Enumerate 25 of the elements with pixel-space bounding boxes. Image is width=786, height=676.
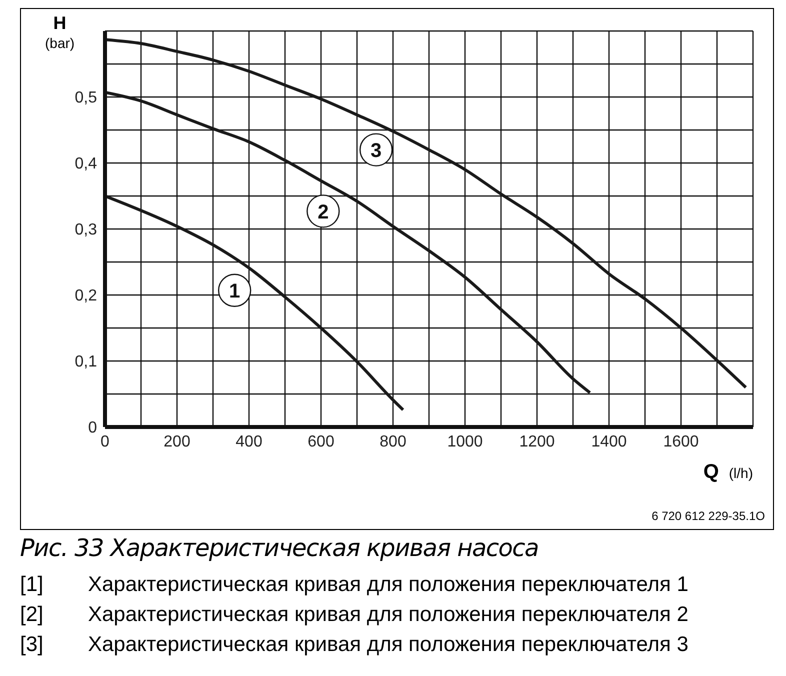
x-tick-label: 800	[380, 433, 406, 450]
y-tick-label: 0	[88, 420, 98, 437]
x-tick-label: 200	[164, 433, 190, 450]
x-tick-label: 1000	[447, 433, 483, 450]
y-tick-label: 0,1	[74, 354, 98, 371]
x-tick-label: 400	[236, 433, 262, 450]
y-tick-label: 0,5	[74, 90, 98, 107]
text: 6 720 612 229-35.1O	[652, 509, 765, 523]
text: [1] Характеристическая кривая для положения переключателя 1	[20, 573, 688, 596]
x-tick-label: 600	[308, 433, 334, 450]
annotation: 2	[318, 201, 329, 224]
x-tick-label: 1600	[663, 433, 699, 450]
annotation: 3	[370, 140, 382, 162]
text: [2] Характеристическая кривая для положения переключателя 2	[20, 603, 688, 626]
y-tick-label: 0,4	[74, 156, 98, 173]
annotation: 1	[229, 280, 240, 302]
y-tick-label: 0,2	[74, 288, 98, 305]
y-axis-title: H (bar)	[45, 13, 75, 53]
text: [3] Характеристическая кривая для положения переключателя 3	[20, 633, 688, 656]
x-axis-title: Q (l/h)	[703, 461, 753, 484]
y-tick-label: 0,3	[74, 222, 98, 239]
x-tick-label: 0	[100, 433, 110, 450]
x-tick-label: 1200	[519, 433, 555, 450]
x-tick-label: 1400	[591, 433, 627, 450]
text: Рис. 33 Характеристическая кривая насоса	[20, 534, 540, 562]
